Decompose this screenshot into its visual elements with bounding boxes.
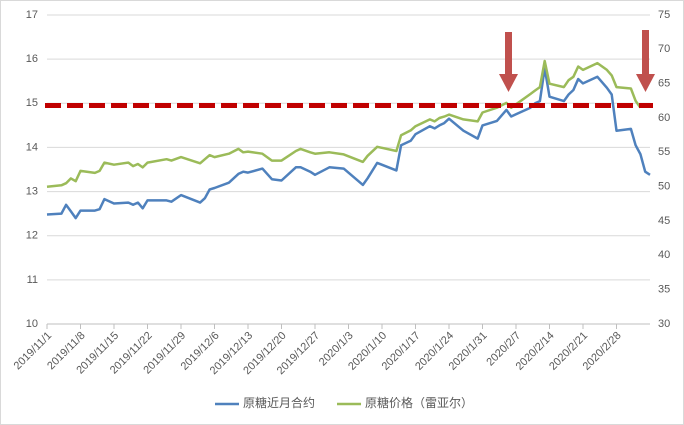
- y-tick-label: 12: [26, 230, 38, 242]
- legend-label: 原糖近月合约: [243, 395, 315, 410]
- y2-tick-label: 45: [658, 215, 670, 227]
- y2-tick-label: 70: [658, 43, 670, 55]
- y-tick-label: 14: [26, 141, 38, 153]
- y-tick-label: 17: [26, 9, 38, 21]
- y2-tick-label: 75: [658, 9, 670, 21]
- y-tick-label: 15: [26, 97, 38, 109]
- y-tick-label: 11: [27, 274, 38, 286]
- y-tick-label: 16: [26, 53, 38, 65]
- y-tick-label: 10: [26, 318, 38, 330]
- y2-tick-label: 35: [658, 284, 670, 296]
- arrow: [499, 30, 655, 92]
- y-tick-label: 13: [26, 185, 38, 197]
- y2-tick-label: 50: [658, 181, 670, 193]
- series-line: [46, 66, 651, 220]
- y2-tick-label: 65: [658, 78, 670, 90]
- y2-tick-label: 55: [658, 146, 670, 158]
- series-line: [46, 59, 642, 188]
- y2-tick-label: 60: [658, 112, 670, 124]
- y2-tick-label: 30: [658, 318, 670, 330]
- legend-label: 原糖价格（雷亚尔）: [365, 395, 473, 410]
- y2-tick-label: 40: [658, 249, 670, 261]
